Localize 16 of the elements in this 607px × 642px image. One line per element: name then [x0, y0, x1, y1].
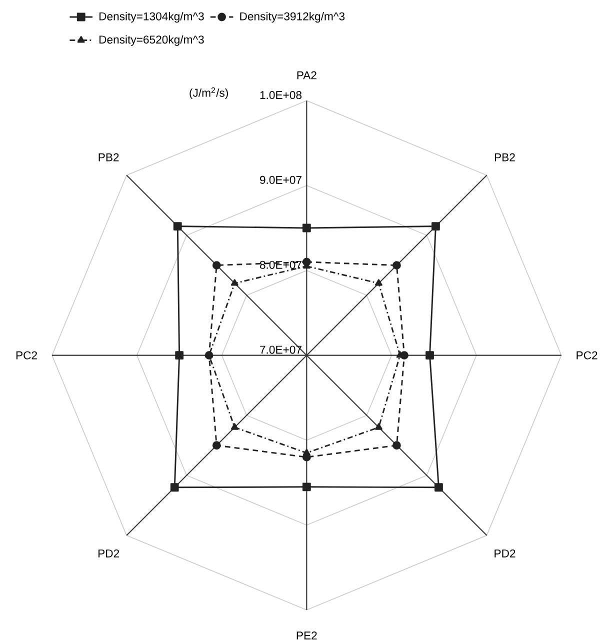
spoke-label: PC2: [576, 351, 598, 360]
spoke-label: PD2: [494, 549, 516, 558]
spoke-label: PB2: [495, 153, 516, 162]
y-tick-label: 1.0E+08: [260, 91, 302, 100]
spoke-label: PE2: [297, 632, 317, 640]
legend-label: Density=1304kg/m^3: [100, 12, 204, 23]
spoke-label: PA2: [297, 71, 317, 80]
y-tick-label: 9.0E+07: [260, 176, 302, 184]
text: (J/m$^{2}$/s): [190, 87, 228, 100]
legend-label: Density=6520kg/m^3: [100, 35, 204, 46]
legend-label: Density=3912kg/m^3: [240, 12, 345, 23]
spoke-label: PC2: [16, 351, 38, 360]
spoke-label: PB2: [98, 153, 119, 162]
spoke-label: PD2: [98, 549, 120, 558]
y-tick-label: 8.0E+07: [260, 260, 302, 269]
y-tick-label: 7.0E+07: [260, 346, 302, 354]
